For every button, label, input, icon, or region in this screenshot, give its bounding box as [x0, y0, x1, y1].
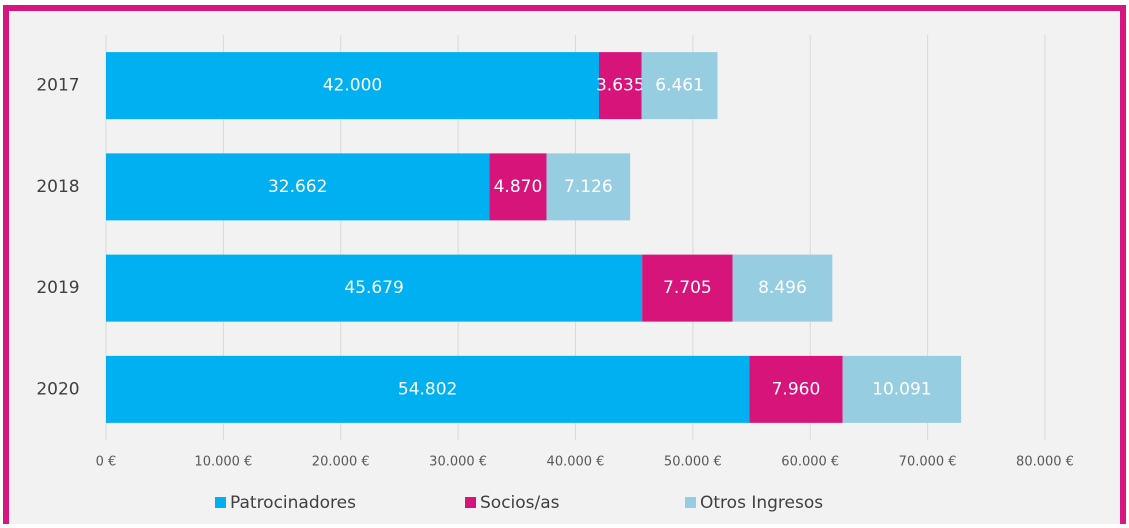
y-tick-label: 2019	[36, 278, 79, 298]
x-tick-label: 40.000 €	[547, 455, 605, 470]
data-label: 7.126	[564, 177, 613, 197]
x-tick-label: 30.000 €	[429, 455, 487, 470]
data-label: 6.461	[655, 76, 704, 96]
bar-segment	[106, 254, 643, 322]
x-tick-label: 60.000 €	[781, 455, 839, 470]
bar-segment	[489, 153, 547, 221]
bar-segment	[641, 52, 718, 120]
legend-swatch	[215, 497, 226, 508]
x-tick-label: 20.000 €	[312, 455, 370, 470]
data-label: 42.000	[323, 76, 382, 96]
data-label: 54.802	[398, 379, 457, 399]
data-label: 7.960	[772, 379, 821, 399]
data-label: 45.679	[344, 278, 403, 298]
y-tick-label: 2017	[36, 76, 79, 96]
legend-swatch	[465, 497, 476, 508]
legend-swatch	[685, 497, 696, 508]
x-tick-label: 10.000 €	[194, 455, 252, 470]
data-label: 10.091	[872, 379, 931, 399]
data-label: 32.662	[268, 177, 327, 197]
data-label: 8.496	[758, 278, 807, 298]
bar-segment	[642, 254, 733, 322]
x-tick-label: 70.000 €	[899, 455, 957, 470]
bar-segment	[732, 254, 833, 322]
y-tick-label: 2020	[36, 379, 79, 399]
bar-segment	[842, 355, 962, 423]
bar-segment	[106, 52, 599, 120]
bar-segment	[598, 52, 642, 120]
legend-label: Socios/as	[480, 493, 560, 513]
y-tick-label: 2018	[36, 177, 79, 197]
x-tick-label: 80.000 €	[1016, 455, 1074, 470]
data-label: 4.870	[494, 177, 543, 197]
legend-label: Otros Ingresos	[700, 493, 823, 513]
data-label: 3.635	[596, 76, 645, 96]
bar-segment	[749, 355, 843, 423]
x-tick-label: 50.000 €	[664, 455, 722, 470]
data-label: 7.705	[663, 278, 712, 298]
bar-segment	[106, 153, 490, 221]
x-tick-label: 0 €	[96, 455, 117, 470]
bar-segment	[106, 355, 750, 423]
legend-label: Patrocinadores	[230, 493, 356, 513]
bar-segment	[546, 153, 631, 221]
